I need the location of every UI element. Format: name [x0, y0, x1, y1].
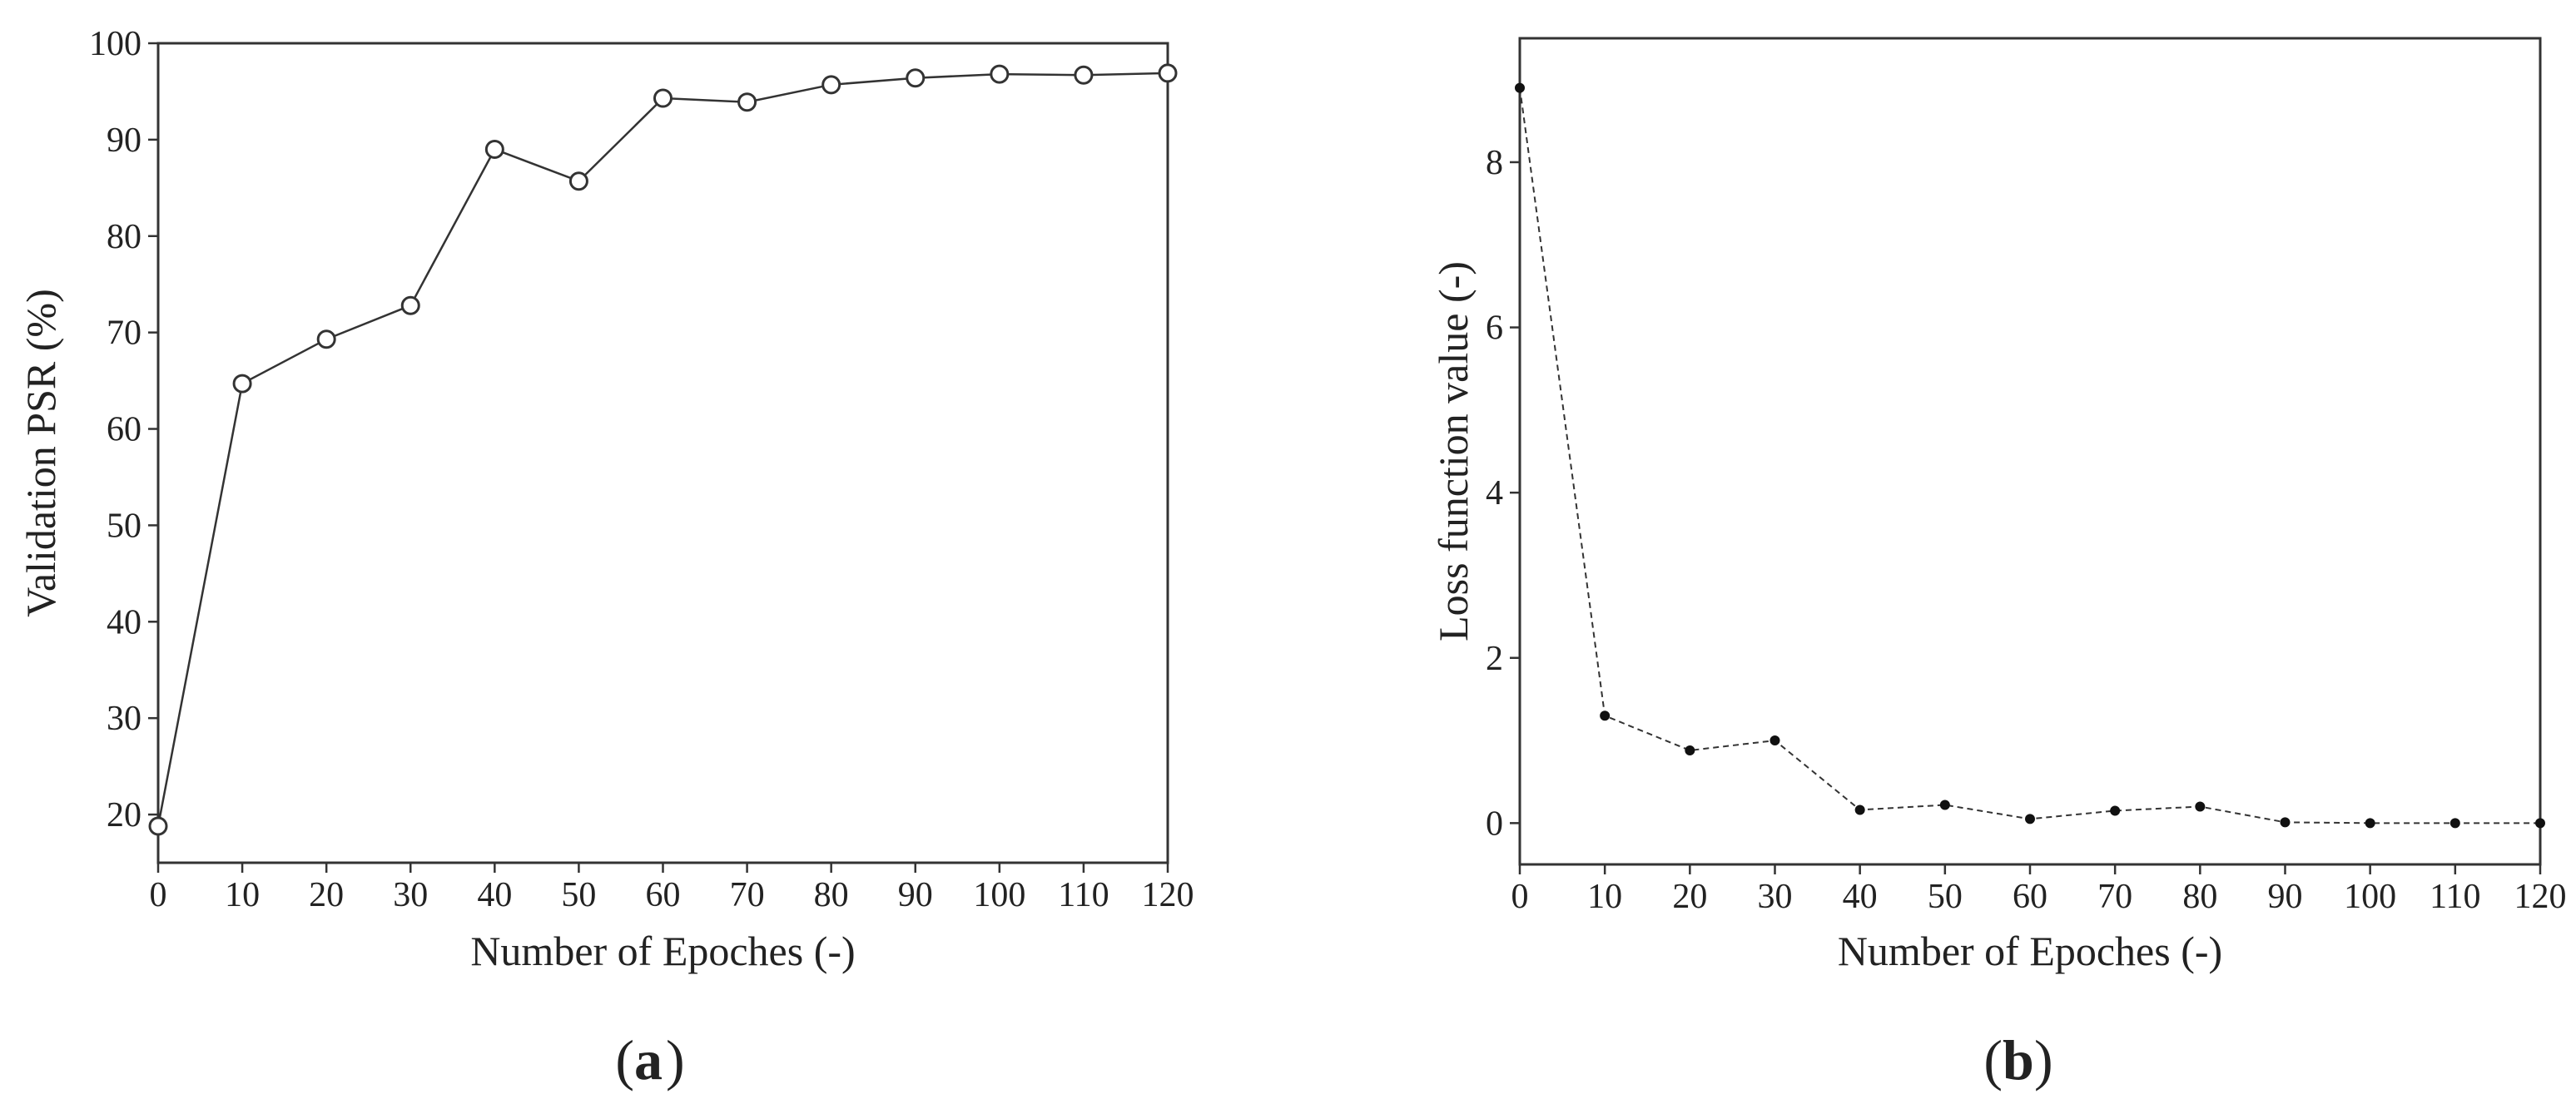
- data-point: [232, 374, 252, 394]
- panel-label: b: [2003, 1028, 2034, 1092]
- panel-label: (: [615, 1028, 634, 1092]
- data-point: [316, 329, 336, 349]
- y-tick-label: 80: [107, 218, 141, 256]
- x-tick-label: 70: [2097, 878, 2132, 916]
- y-axis-label: Loss function value (-): [1430, 261, 1477, 641]
- y-tick-label: 90: [107, 121, 141, 160]
- data-point: [1685, 745, 1695, 755]
- y-tick-label: 70: [107, 314, 141, 353]
- data-point: [1515, 82, 1525, 93]
- x-tick-label: 100: [2344, 878, 2396, 916]
- y-tick-label: 20: [107, 796, 141, 834]
- data-point: [737, 92, 757, 112]
- data-point: [906, 68, 926, 88]
- x-tick-label: 90: [898, 876, 933, 914]
- x-axis-ticks: 0 10 20 30 40 50 60 70 80 90 100 110 120: [150, 863, 1194, 914]
- x-axis-label: Number of Epoches (-): [1838, 928, 2222, 974]
- x-tick-label: 40: [1843, 878, 1878, 916]
- y-axis-ticks: 20 30 40 50 60 70 80 90 100: [89, 25, 158, 834]
- y-axis-ticks: 0 2 4 6 8: [1486, 144, 1520, 843]
- panel-label: (: [1983, 1028, 2003, 1092]
- data-point: [2449, 818, 2460, 829]
- x-tick-label: 30: [1758, 878, 1793, 916]
- x-tick-label: 90: [2268, 878, 2303, 916]
- x-tick-label: 20: [309, 876, 344, 914]
- x-tick-label: 0: [1511, 878, 1529, 916]
- data-point: [2025, 814, 2035, 824]
- y-tick-label: 100: [89, 25, 141, 63]
- x-tick-label: 60: [646, 876, 681, 914]
- chart-panel-a: 0 10 20 30 40 50 60 70 80 90 100 110 120 20 30 40 50 60 7…: [17, 25, 1194, 1092]
- series-line: [156, 72, 1169, 827]
- x-tick-label: 20: [1672, 878, 1707, 916]
- data-point: [2195, 801, 2206, 812]
- panel-label: a: [634, 1028, 663, 1092]
- plot-frame: [1518, 37, 2542, 866]
- y-axis-label: Validation PSR (%): [17, 289, 64, 616]
- y-tick-label: 4: [1486, 474, 1503, 512]
- x-tick-label: 80: [814, 876, 849, 914]
- data-point: [2110, 805, 2121, 816]
- x-tick-label: 50: [1928, 878, 1963, 916]
- x-tick-label: 0: [150, 876, 167, 914]
- data-point: [148, 816, 168, 836]
- x-tick-label: 100: [973, 876, 1025, 914]
- y-tick-label: 8: [1486, 144, 1503, 182]
- data-series: [1515, 82, 2545, 829]
- data-point: [2535, 818, 2545, 829]
- series-line: [1519, 87, 2540, 824]
- y-tick-label: 60: [107, 411, 141, 449]
- y-tick-label: 50: [107, 507, 141, 545]
- y-tick-label: 30: [107, 700, 141, 738]
- chart-panel-b: 0 10 20 30 40 50 60 70 80 90 100 110 120 0 2 4 6 8 Numbe…: [1430, 37, 2567, 1092]
- data-point: [653, 88, 673, 108]
- x-axis-label: Number of Epoches (-): [470, 928, 855, 974]
- x-tick-label: 70: [730, 876, 765, 914]
- panel-label: ): [2034, 1028, 2053, 1092]
- data-point: [2280, 817, 2291, 828]
- data-point: [568, 171, 588, 191]
- x-tick-label: 10: [1587, 878, 1622, 916]
- x-tick-label: 50: [561, 876, 596, 914]
- plot-frame: [156, 42, 1169, 864]
- panel-label: ): [666, 1028, 685, 1092]
- x-tick-label: 120: [1142, 876, 1194, 914]
- data-point: [400, 295, 420, 315]
- y-tick-label: 6: [1486, 309, 1503, 348]
- data-point: [1769, 735, 1780, 746]
- x-axis-ticks: 0 10 20 30 40 50 60 70 80 90 100 110 120: [1511, 864, 2567, 916]
- x-tick-label: 60: [2013, 878, 2047, 916]
- data-point: [484, 139, 504, 159]
- data-point: [1854, 805, 1865, 815]
- data-point: [1939, 800, 1950, 810]
- data-point: [821, 75, 841, 95]
- data-point: [1158, 63, 1178, 83]
- x-tick-label: 30: [393, 876, 428, 914]
- x-tick-label: 10: [225, 876, 260, 914]
- y-tick-label: 0: [1486, 805, 1503, 843]
- data-point: [1074, 65, 1094, 85]
- x-tick-label: 80: [2182, 878, 2217, 916]
- x-tick-label: 110: [2430, 878, 2480, 916]
- x-tick-label: 40: [477, 876, 512, 914]
- y-tick-label: 2: [1486, 640, 1503, 678]
- x-tick-label: 110: [1058, 876, 1109, 914]
- data-point: [990, 64, 1010, 84]
- data-point: [2365, 818, 2375, 829]
- y-tick-label: 40: [107, 603, 141, 641]
- x-tick-label: 120: [2514, 878, 2567, 916]
- data-point: [1600, 710, 1611, 721]
- data-series: [148, 63, 1178, 836]
